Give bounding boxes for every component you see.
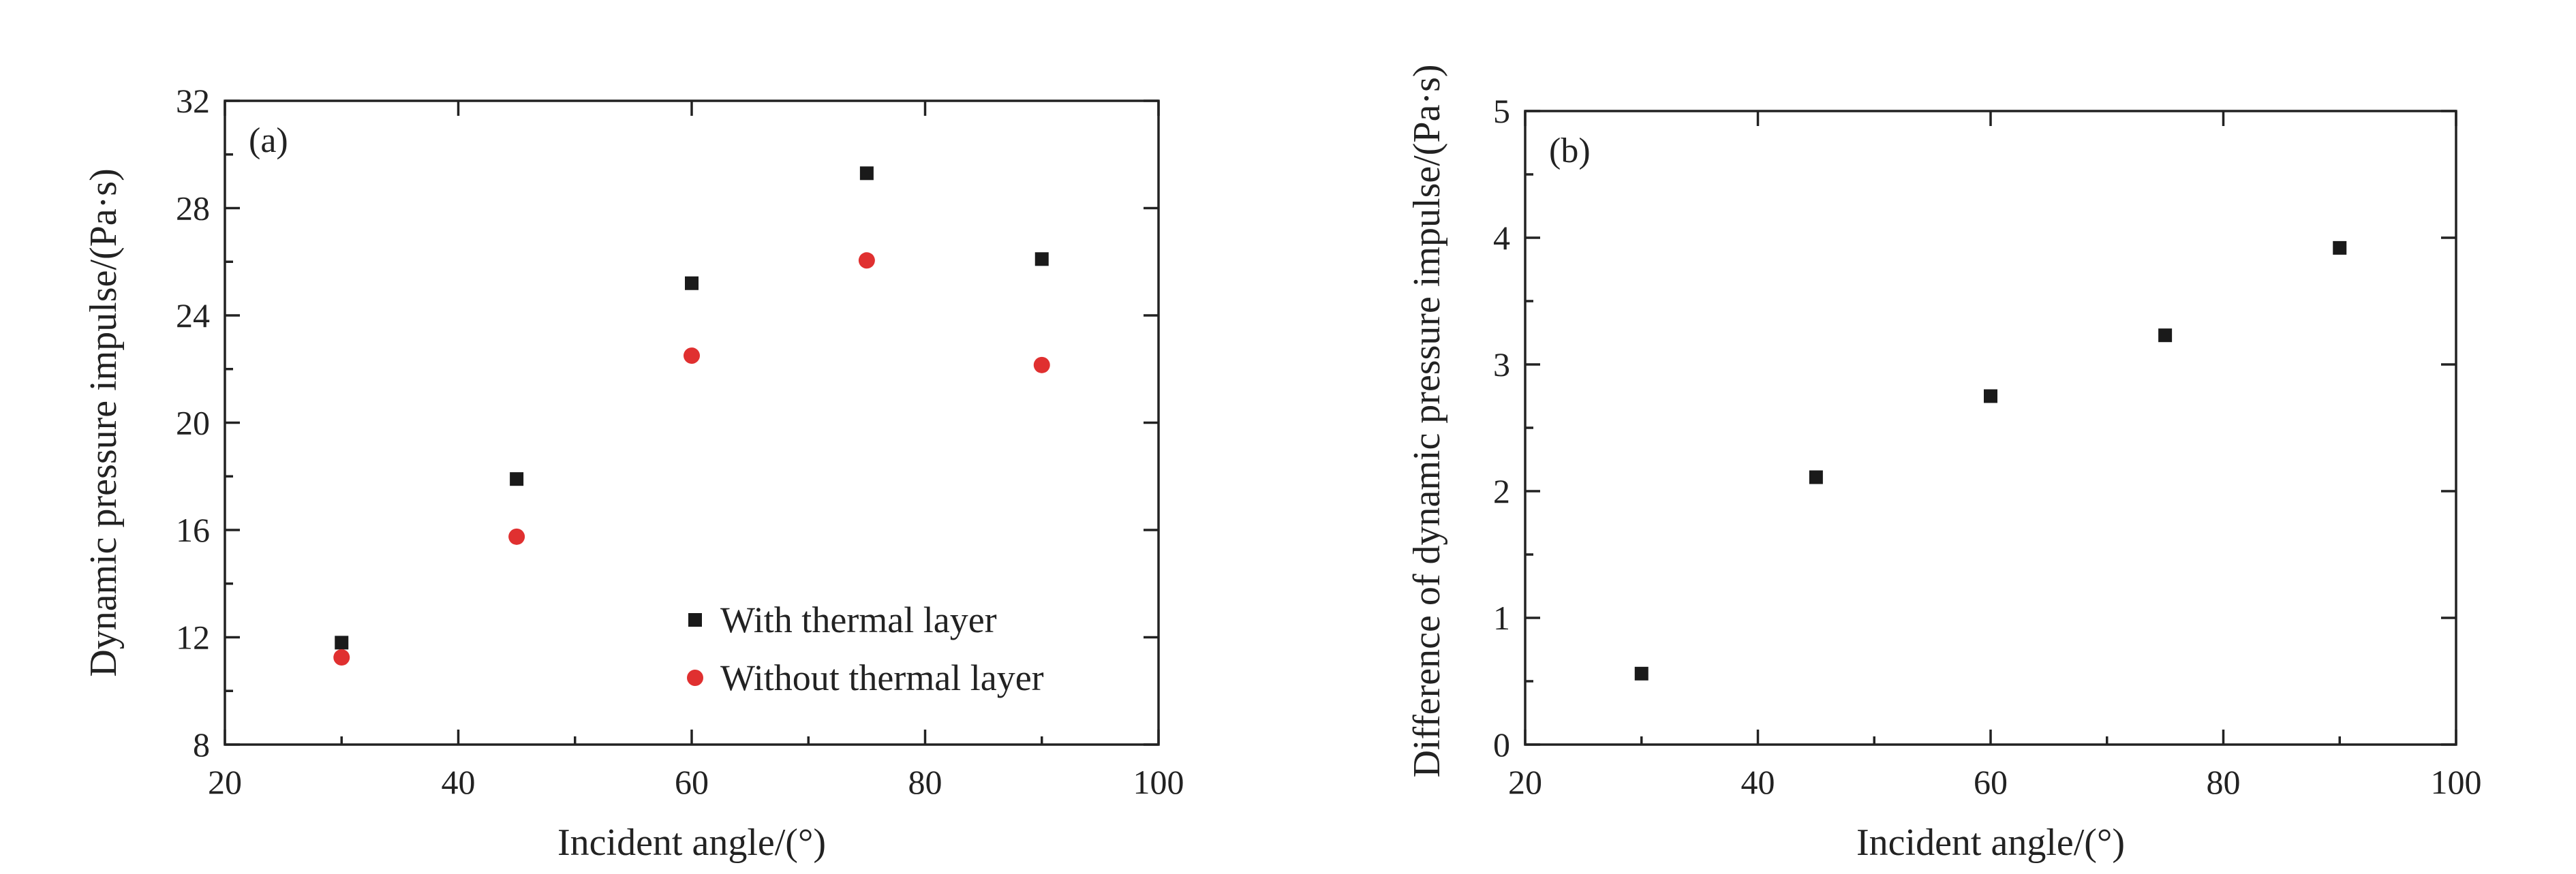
y-tick-label: 5 [1493, 92, 1510, 130]
legend: With thermal layer Without thermal layer [687, 599, 1044, 698]
y-tick-label: 12 [176, 619, 210, 657]
y-axis-title: Difference of dynamic pressure impulse/(… [1406, 64, 1448, 777]
data-point-without-thermal-layer [1033, 356, 1050, 373]
x-axis-title: Incident angle/(°) [557, 822, 826, 864]
y-tick-label: 24 [176, 296, 210, 334]
x-tick-label: 40 [1741, 763, 1775, 801]
data-point-with-thermal-layer [510, 472, 524, 486]
legend-label: With thermal layer [720, 599, 997, 640]
x-tick-label: 100 [1133, 763, 1184, 801]
y-tick-label: 2 [1493, 472, 1510, 510]
chart-panel-b: 20 40 60 80 100 0 1 2 3 4 5 Incident angle/(°) Diffe… [1406, 64, 2482, 864]
x-tick-label: 60 [1974, 763, 2008, 801]
data-point-with-thermal-layer [1634, 666, 1649, 681]
data-point-without-thermal-layer [858, 252, 875, 269]
data-point-without-thermal-layer [333, 649, 350, 666]
panel-label: (a) [249, 121, 288, 160]
y-tick-label: 4 [1493, 219, 1510, 257]
plot-frame [1524, 110, 2457, 746]
y-tick-label: 1 [1493, 599, 1510, 637]
legend-marker-square [688, 613, 702, 627]
data-point-without-thermal-layer [508, 528, 525, 545]
y-tick-label: 8 [193, 725, 210, 764]
y-tick-label: 32 [176, 82, 210, 120]
data-point-with-thermal-layer [2333, 240, 2347, 255]
chart-panel-a: 20 40 60 80 100 8 12 16 20 24 28 32 Incident angle/(… [82, 82, 1184, 864]
y-axis-title: Dynamic pressure impulse/(Pa·s) [82, 168, 125, 676]
data-point-with-thermal-layer [859, 166, 874, 181]
x-tick-label: 80 [2207, 763, 2241, 801]
data-point-without-thermal-layer [684, 347, 700, 364]
y-tick-label: 28 [176, 189, 210, 228]
legend-marker-circle [687, 670, 703, 686]
x-tick-label: 80 [908, 763, 942, 801]
x-tick-label: 40 [442, 763, 476, 801]
data-point-with-thermal-layer [685, 276, 699, 290]
x-tick-label: 60 [675, 763, 709, 801]
data-point-with-thermal-layer [1984, 389, 1997, 403]
x-tick-label: 100 [2431, 763, 2482, 801]
plot-frame [224, 99, 1160, 746]
data-point-with-thermal-layer [335, 636, 349, 650]
y-tick-label: 16 [176, 511, 210, 549]
y-tick-label: 0 [1493, 725, 1510, 764]
y-tick-label: 3 [1493, 345, 1510, 384]
data-point-with-thermal-layer [2158, 328, 2173, 343]
panel-label: (b) [1549, 131, 1591, 170]
legend-label: Without thermal layer [720, 657, 1044, 698]
data-point-with-thermal-layer [1034, 252, 1049, 266]
y-tick-label: 20 [176, 404, 210, 442]
x-tick-label: 20 [208, 763, 242, 801]
data-point-with-thermal-layer [1809, 470, 1823, 484]
x-axis-title: Incident angle/(°) [1856, 822, 2125, 864]
x-tick-label: 20 [1508, 763, 1542, 801]
